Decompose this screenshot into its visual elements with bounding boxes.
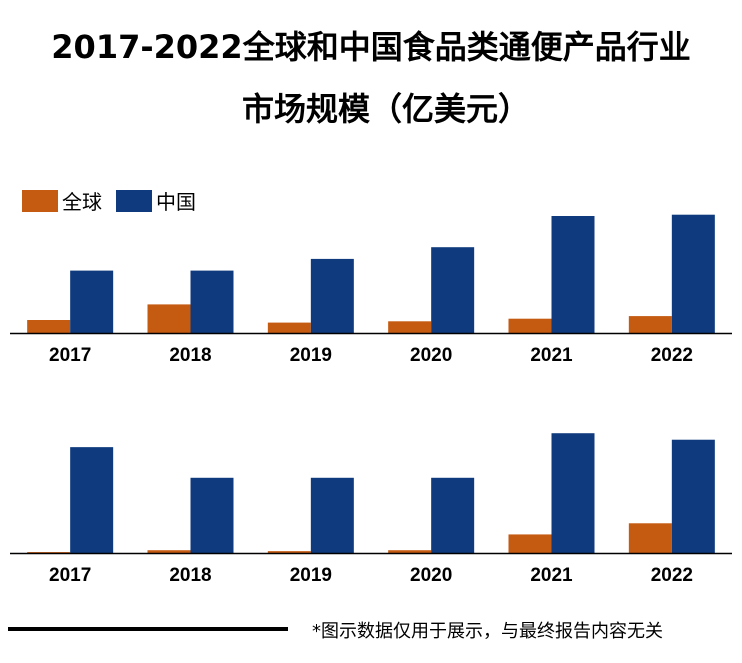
bottom-x-tick-2020: 2020 <box>410 565 452 586</box>
top-x-tick-2020: 2020 <box>410 345 452 366</box>
footer-divider <box>8 627 288 631</box>
legend-label-global: 全球 <box>62 190 102 214</box>
top-x-tick-2021: 2021 <box>530 345 573 366</box>
bottom-bar-china-2018 <box>190 477 234 553</box>
top-x-tick-2017: 2017 <box>49 345 91 366</box>
top-bar-china-2017 <box>70 270 114 333</box>
legend: 全球 中国 <box>22 186 210 215</box>
bottom-bar-global-2022 <box>628 523 672 553</box>
bottom-bar-china-2017 <box>70 447 114 553</box>
top-bar-global-2021 <box>508 318 552 333</box>
top-bar-china-2018 <box>190 270 234 333</box>
bottom-bar-global-2018 <box>147 550 191 553</box>
top-bar-global-2020 <box>388 321 432 333</box>
chart-title-line-2: 市场规模（亿美元） <box>241 90 530 128</box>
legend-swatch-china <box>116 189 152 212</box>
top-bar-chart: 2017 2018 2019 2020 2021 2022 <box>10 214 732 366</box>
bottom-x-tick-2017: 2017 <box>49 565 91 586</box>
bottom-bar-global-2020 <box>388 550 432 553</box>
bottom-bar-china-2022 <box>671 439 715 553</box>
bottom-bar-chart: 2017 2018 2019 2020 2021 2022 <box>10 433 732 586</box>
legend-swatch-global <box>22 189 58 212</box>
footer-disclaimer: *图示数据仅用于展示，与最终报告内容无关 <box>312 621 663 642</box>
top-x-tick-2019: 2019 <box>290 345 332 366</box>
top-bar-china-2021 <box>551 216 595 333</box>
top-bar-china-2022 <box>671 214 715 333</box>
bottom-x-tick-2019: 2019 <box>290 565 332 586</box>
top-bar-china-2020 <box>431 247 475 333</box>
bottom-bar-china-2020 <box>431 477 475 553</box>
top-x-tick-2022: 2022 <box>651 345 693 366</box>
bottom-bar-china-2021 <box>551 433 595 553</box>
chart-title-line-1: 2017-2022全球和中国食品类通便产品行业 <box>51 28 691 66</box>
bottom-x-tick-2018: 2018 <box>169 565 211 586</box>
top-x-tick-2018: 2018 <box>169 345 211 366</box>
top-bar-global-2017 <box>27 320 71 333</box>
bottom-x-tick-2022: 2022 <box>651 565 693 586</box>
legend-label-china: 中国 <box>156 190 196 214</box>
top-bar-china-2019 <box>310 258 354 333</box>
top-bar-global-2022 <box>628 316 672 333</box>
top-bar-global-2019 <box>267 322 311 333</box>
bottom-bar-global-2017 <box>27 552 71 553</box>
bottom-x-tick-2021: 2021 <box>530 565 573 586</box>
top-bar-global-2018 <box>147 304 191 333</box>
bottom-bar-global-2021 <box>508 534 552 553</box>
bottom-bar-global-2019 <box>267 551 311 553</box>
bottom-bar-china-2019 <box>310 477 354 553</box>
